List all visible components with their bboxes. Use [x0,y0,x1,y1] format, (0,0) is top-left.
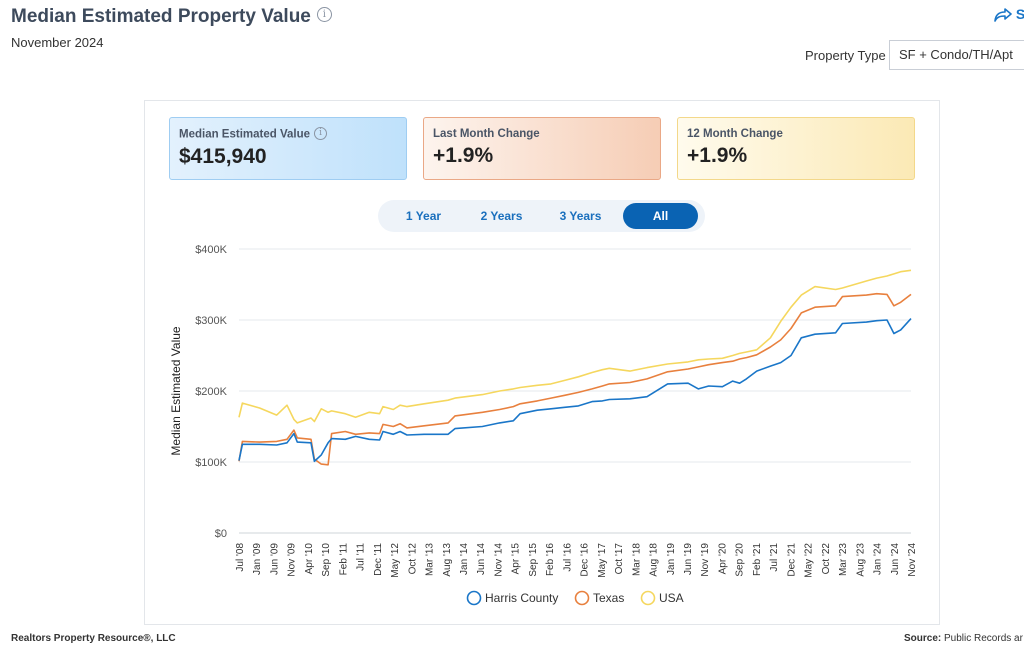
legend-label: Harris County [485,591,558,605]
x-tick-label: May '17 [597,543,608,578]
share-icon [994,8,1012,23]
legend-label: USA [659,591,684,605]
x-tick-label: Dec '21 [786,543,797,577]
info-icon[interactable]: i [316,7,332,23]
x-tick-label: Dec '16 [580,543,591,577]
stat-value: +1.9% [433,144,494,167]
footer-copyright: Realtors Property Resource®, LLC [11,633,176,644]
x-axis-ticks: Jul '08 Jan '09 Jun '09 Nov '09 Apr '10 Sep '… [235,543,918,578]
y-axis-ticks: $0 $100K $200K $300K $400K [195,244,227,540]
chart-card [144,100,940,625]
x-tick-label: Nov '19 [700,543,711,577]
y-axis-label: Median Estimated Value [169,326,183,456]
x-tick-label: Apr '20 [717,543,728,575]
y-tick-label: $200K [195,386,227,398]
stat-card-median-value: Median Estimated Value i $415,940 [169,117,407,180]
x-tick-label: Dec '11 [373,543,384,576]
property-type-select[interactable]: SF + Condo/TH/Apt [889,40,1024,70]
x-tick-label: Apr '10 [304,543,315,575]
chart-legend: Harris County Texas USA [466,590,684,606]
property-type-label: Property Type [805,48,886,63]
series-line-usa [238,269,912,424]
x-tick-label: Aug '13 [442,543,453,577]
legend-marker [574,590,590,606]
tab-3-years[interactable]: 3 Years [559,209,602,223]
x-tick-label: Aug '23 [855,543,866,577]
x-tick-label: May '12 [390,543,401,578]
x-tick-label: Sep '15 [528,543,539,577]
legend-item-harris-county[interactable]: Harris County [466,590,559,606]
x-tick-label: Jul '21 [769,543,780,572]
x-tick-label: Jun '14 [476,543,487,575]
legend-marker [640,590,656,606]
y-tick-label: $100K [195,457,227,469]
stat-label: 12 Month Change [687,128,783,140]
x-tick-label: Jul '08 [235,543,246,572]
x-tick-label: Mar '18 [631,543,642,576]
tab-all[interactable]: All [623,203,698,229]
x-tick-label: Jan '19 [666,543,677,575]
y-tick-label: $400K [195,244,227,256]
page-title-text: Median Estimated Property Value [11,6,311,27]
info-icon[interactable]: i [314,127,328,140]
tab-2-years[interactable]: 2 Years [480,209,523,223]
x-tick-label: Nov '14 [493,543,504,577]
series-line-harris-county [238,318,912,463]
x-tick-label: Jul '16 [562,543,573,572]
x-tick-label: Feb '11 [338,543,349,576]
footer-source: Source: Public Records ar [904,633,1023,644]
x-tick-label: Oct '17 [614,543,625,575]
x-tick-label: Jun '09 [269,543,280,575]
x-tick-label: Mar '23 [838,543,849,576]
report-date: November 2024 [11,35,104,50]
tab-1-year[interactable]: 1 Year [405,209,442,223]
x-tick-label: Jul '11 [356,543,367,571]
x-tick-label: Feb '16 [545,543,556,576]
chart-series [238,269,912,466]
chart-gridlines [239,248,911,534]
share-label: S [1015,6,1024,22]
x-tick-label: Nov '24 [907,543,918,577]
stat-label: Last Month Change [433,128,540,140]
y-tick-label: $0 [215,528,227,540]
x-tick-label: Jan '09 [252,543,263,575]
x-tick-label: Jan '24 [873,543,884,575]
stat-card-last-month: Last Month Change +1.9% [423,117,661,180]
x-tick-label: Sep '10 [321,543,332,577]
share-button[interactable]: S [994,6,1024,23]
legend-item-usa[interactable]: USA [640,590,684,606]
stat-card-12-month: 12 Month Change +1.9% [677,117,915,180]
x-tick-label: Jan '14 [459,543,470,575]
page-title: Median Estimated Property Value i [11,6,332,28]
x-tick-label: Sep '20 [735,543,746,577]
legend-marker [466,590,482,606]
x-tick-label: May '22 [804,543,815,578]
x-tick-label: Aug '18 [649,543,660,577]
stat-label-text: Median Estimated Value [179,128,311,141]
x-tick-label: Nov '09 [287,543,298,577]
source-label: Source: [904,633,942,644]
legend-label: Texas [593,591,624,605]
stat-value: +1.9% [687,144,748,167]
x-tick-label: Apr '15 [511,543,522,575]
series-line-texas [238,292,912,466]
x-tick-label: Jun '24 [890,543,901,575]
time-range-tabs: 1 Year 2 Years 3 Years All [378,200,705,232]
y-tick-label: $300K [195,315,227,327]
legend-item-texas[interactable]: Texas [574,590,625,606]
x-tick-label: Feb '21 [752,543,763,576]
x-tick-label: Jun '19 [683,543,694,575]
source-text: Public Records ar [941,633,1023,644]
x-tick-label: Oct '22 [821,543,832,575]
x-tick-label: Oct '12 [407,543,418,575]
stat-value: $415,940 [179,145,267,168]
stat-label: Median Estimated Value i [179,127,397,141]
x-tick-label: Mar '13 [425,543,436,576]
